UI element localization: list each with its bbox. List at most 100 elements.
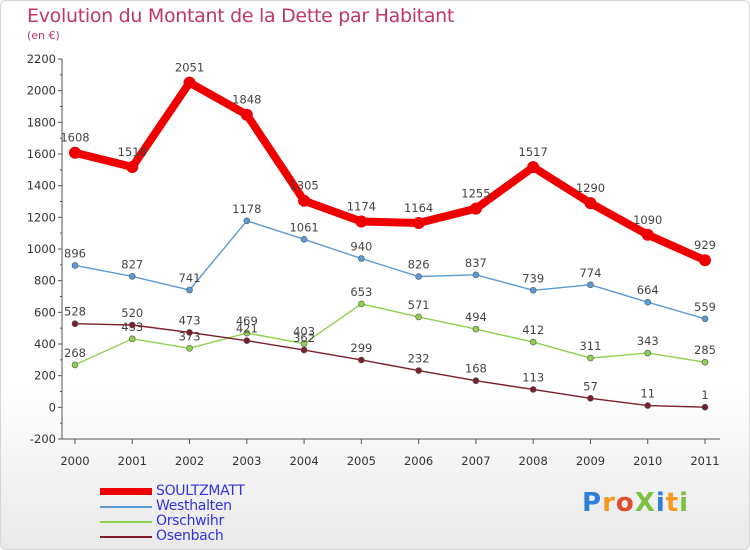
data-label-soultzmatt: 1090	[633, 213, 662, 227]
logo-letter: i	[679, 488, 690, 518]
data-point-westhalten	[529, 287, 537, 294]
data-label-orschwihr: 268	[64, 346, 86, 360]
legend-swatch-orschwihr	[100, 521, 152, 523]
data-point-osenbach	[415, 367, 422, 374]
data-point-soultzmatt	[469, 202, 482, 215]
y-tick-label: 1400	[27, 179, 56, 193]
y-tick-label: 1000	[27, 242, 56, 256]
legend-label-westhalten: Westhalten	[156, 498, 232, 514]
data-point-westhalten	[358, 255, 365, 262]
y-tick-label: 2000	[27, 84, 56, 98]
data-label-soultzmatt: 1174	[347, 199, 376, 213]
data-point-osenbach	[186, 329, 193, 336]
data-label-soultzmatt: 1517	[519, 145, 548, 159]
y-tick-label: 0	[49, 400, 56, 414]
data-point-westhalten	[71, 262, 79, 269]
data-point-orschwihr	[71, 361, 79, 369]
data-point-orschwihr	[300, 340, 308, 347]
logo-letter: t	[665, 488, 680, 518]
data-point-orschwihr	[701, 358, 709, 366]
data-point-westhalten	[128, 273, 136, 280]
data-point-orschwihr	[186, 344, 193, 352]
data-point-westhalten	[243, 217, 251, 225]
data-point-osenbach	[358, 356, 365, 364]
data-point-soultzmatt	[699, 254, 711, 267]
series-line-osenbach	[74, 323, 706, 408]
legend-label-orschwihr: Orschwihr	[156, 513, 224, 529]
data-label-westhalten: 774	[579, 266, 601, 280]
data-label-osenbach: 528	[64, 305, 86, 319]
data-point-westhalten	[186, 286, 193, 294]
y-tick-label: -200	[30, 432, 56, 446]
data-point-soultzmatt	[412, 217, 425, 230]
y-tick-label: 400	[34, 337, 56, 351]
data-point-westhalten	[415, 273, 422, 280]
data-point-orschwihr	[587, 354, 594, 362]
data-label-westhalten: 837	[465, 256, 487, 270]
x-tick-label: 2001	[118, 454, 147, 468]
legend-swatch-soultzmatt	[100, 488, 152, 495]
data-label-westhalten: 896	[64, 246, 86, 260]
data-point-orschwihr	[529, 338, 537, 346]
data-point-soultzmatt	[69, 146, 81, 159]
data-label-osenbach: 299	[350, 341, 372, 355]
logo-letter: X	[634, 488, 656, 518]
data-label-orschwihr: 403	[293, 325, 315, 339]
series-line-orschwihr	[74, 303, 706, 366]
legend-swatch-osenbach	[100, 536, 152, 538]
data-point-soultzmatt	[240, 108, 253, 121]
data-label-soultzmatt: 1848	[232, 93, 261, 107]
data-point-soultzmatt	[641, 228, 654, 241]
data-point-osenbach	[472, 377, 480, 385]
data-label-osenbach: 520	[121, 306, 143, 320]
y-tick-label: 200	[34, 369, 56, 383]
data-label-osenbach: 232	[408, 352, 430, 366]
data-label-soultzmatt: 2051	[175, 61, 204, 75]
data-label-orschwihr: 571	[408, 298, 430, 312]
series-line-westhalten	[74, 220, 706, 320]
data-label-soultzmatt: 1255	[461, 187, 490, 201]
x-tick-label: 2008	[519, 454, 548, 468]
data-point-osenbach	[243, 337, 251, 344]
data-point-osenbach	[587, 395, 594, 402]
data-label-osenbach: 113	[522, 370, 544, 384]
y-tick-label: 1800	[27, 115, 56, 129]
x-tick-label: 2004	[289, 454, 318, 468]
y-tick-label: 1600	[27, 147, 56, 161]
data-label-westhalten: 940	[350, 240, 372, 254]
data-point-orschwihr	[128, 335, 136, 343]
data-label-soultzmatt: 929	[694, 238, 716, 252]
data-point-soultzmatt	[527, 161, 540, 174]
data-label-westhalten: 826	[408, 258, 430, 272]
chart-subtitle: (en €)	[27, 29, 60, 42]
data-point-osenbach	[529, 386, 537, 393]
y-tick-label: 800	[34, 274, 56, 288]
data-label-soultzmatt: 1305	[289, 179, 318, 193]
data-point-osenbach	[644, 402, 652, 409]
x-tick-label: 2006	[404, 454, 433, 468]
data-point-westhalten	[644, 298, 652, 306]
logo-letter: o	[615, 488, 635, 518]
data-point-westhalten	[300, 236, 308, 243]
y-tick-label: 600	[34, 305, 56, 319]
data-label-westhalten: 1061	[289, 220, 318, 234]
data-label-westhalten: 827	[121, 257, 143, 271]
logo-letter: i	[655, 488, 666, 518]
x-tick-label: 2010	[633, 454, 662, 468]
data-point-osenbach	[300, 346, 308, 354]
data-point-westhalten	[472, 271, 480, 279]
data-point-osenbach	[128, 321, 136, 329]
data-label-westhalten: 664	[637, 283, 659, 297]
logo-letter: r	[602, 488, 616, 518]
data-label-osenbach: 421	[236, 322, 258, 336]
data-point-orschwihr	[644, 349, 652, 357]
y-tick-label: 1200	[27, 210, 56, 224]
x-tick-label: 2005	[347, 454, 376, 468]
data-label-soultzmatt: 1290	[576, 181, 605, 195]
x-tick-label: 2002	[175, 454, 204, 468]
x-tick-label: 2007	[461, 454, 490, 468]
data-point-orschwihr	[358, 300, 365, 308]
data-point-soultzmatt	[355, 215, 368, 228]
x-tick-label: 2000	[60, 454, 89, 468]
